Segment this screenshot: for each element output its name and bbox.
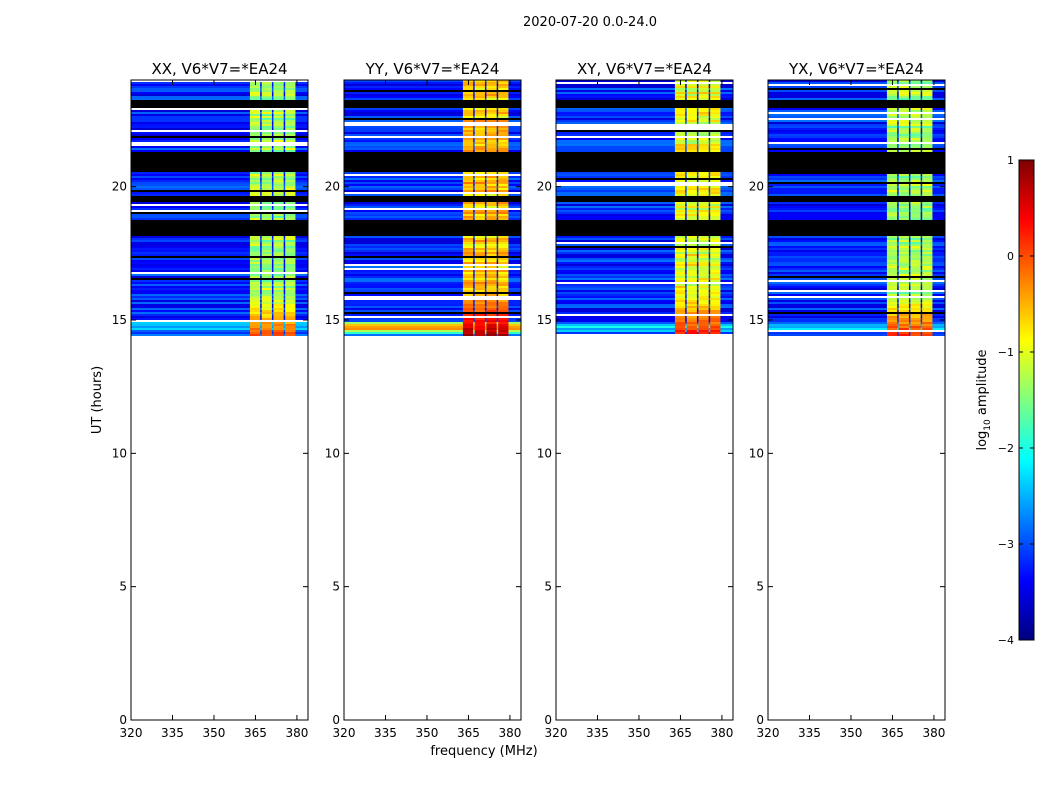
y-tick-label: 5: [119, 580, 127, 594]
x-tick-label: 365: [669, 726, 692, 740]
x-tick-label: 365: [244, 726, 267, 740]
x-tick-label: 320: [757, 726, 780, 740]
panel-1: 320 335 350 365 380 0 5 10 15 20 XX, V6*V7=*EA24: [112, 60, 309, 740]
y-tick-label: 5: [756, 580, 764, 594]
heatmap: [344, 80, 521, 336]
y-tick-label: 0: [756, 713, 764, 727]
panel-title: XY, V6*V7=*EA24: [577, 60, 712, 78]
x-tick-label: 365: [457, 726, 480, 740]
x-tick-label: 320: [333, 726, 356, 740]
x-tick-label: 350: [203, 726, 226, 740]
x-tick-label: 335: [374, 726, 397, 740]
panel-3: 320 335 350 365 380 0 5 10 15 20 XY, V6*V7=*EA24: [537, 60, 734, 740]
figure-title: 2020-07-20 0.0-24.0: [523, 15, 657, 30]
y-tick-label: 15: [325, 313, 340, 327]
colorbar: 1 0 −1 −2 −3 −4 log10 amplitude: [975, 154, 1035, 647]
y-tick-label: 20: [537, 180, 552, 194]
y-tick-label: 10: [749, 446, 764, 460]
y-tick-label: 0: [332, 713, 340, 727]
y-tick-label: 20: [112, 180, 127, 194]
y-tick-label: 5: [544, 580, 552, 594]
y-tick-label: 10: [325, 446, 340, 460]
x-axis-label: frequency (MHz): [430, 744, 537, 759]
x-tick-label: 380: [922, 726, 945, 740]
panel-title: XX, V6*V7=*EA24: [151, 60, 287, 78]
x-tick-label: 335: [798, 726, 821, 740]
y-tick-label: 10: [537, 446, 552, 460]
y-axis-label: UT (hours): [90, 366, 105, 434]
panel-4: 320 335 350 365 380 0 5 10 15 20 YX, V6*V7=*EA24: [749, 60, 946, 740]
y-tick-label: 5: [332, 580, 340, 594]
panel-2: 320 335 350 365 380 0 5 10 15 20 YY, V6*V7=*EA24: [325, 60, 522, 740]
x-tick-label: 320: [120, 726, 143, 740]
x-tick-label: 380: [710, 726, 733, 740]
y-tick-label: 20: [325, 180, 340, 194]
y-tick-label: 20: [749, 180, 764, 194]
y-tick-label: 10: [112, 446, 127, 460]
colorbar-tick-label: −2: [998, 442, 1014, 455]
colorbar-tick-label: −1: [998, 346, 1014, 359]
y-tick-label: 15: [537, 313, 552, 327]
y-tick-label: 0: [119, 713, 127, 727]
x-tick-label: 320: [545, 726, 568, 740]
x-tick-label: 365: [881, 726, 904, 740]
axes-frame: [130, 79, 309, 721]
x-tick-label: 380: [498, 726, 521, 740]
y-tick-label: 0: [544, 713, 552, 727]
x-tick-label: 350: [840, 726, 863, 740]
axes-frame: [767, 79, 946, 721]
colorbar-tick-label: −4: [998, 634, 1014, 647]
x-tick-label: 335: [586, 726, 609, 740]
heatmap: [131, 80, 308, 336]
axes-frame: [555, 79, 734, 721]
panel-title: YY, V6*V7=*EA24: [365, 60, 500, 78]
axes-frame: [343, 79, 522, 721]
x-tick-label: 380: [285, 726, 308, 740]
colorbar-tick-label: −3: [998, 538, 1014, 551]
y-tick-label: 15: [112, 313, 127, 327]
x-tick-label: 350: [628, 726, 651, 740]
colorbar-gradient: [1018, 159, 1035, 641]
x-tick-label: 350: [416, 726, 439, 740]
panel-title: YX, V6*V7=*EA24: [788, 60, 924, 78]
colorbar-label: log10 amplitude: [975, 349, 993, 450]
colorbar-tick-label: 1: [1007, 154, 1014, 167]
x-tick-label: 335: [161, 726, 184, 740]
heatmap: [556, 80, 733, 336]
colorbar-tick-label: 0: [1007, 250, 1014, 263]
heatmap: [768, 80, 945, 336]
y-tick-label: 15: [749, 313, 764, 327]
